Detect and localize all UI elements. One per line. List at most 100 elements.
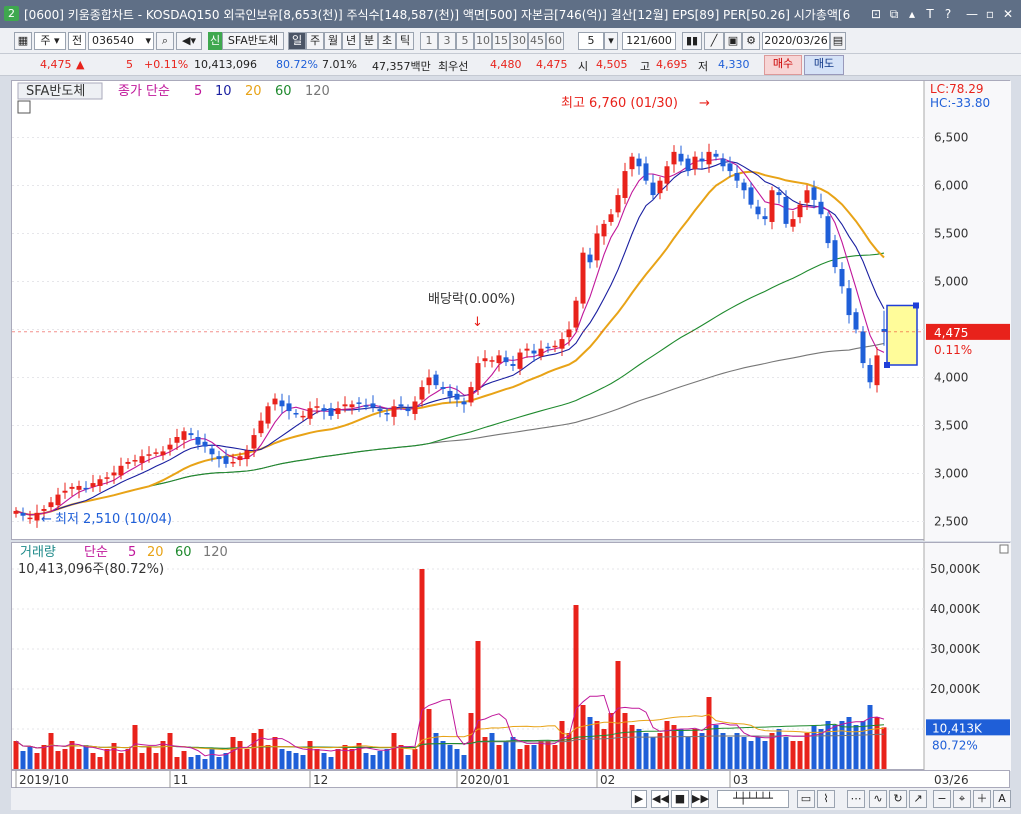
volume-bar[interactable] — [356, 743, 362, 769]
volume-bar[interactable] — [335, 749, 341, 769]
volume-bar[interactable] — [167, 733, 173, 769]
candle[interactable] — [279, 393, 285, 414]
volume-bar[interactable] — [475, 641, 481, 769]
candle[interactable] — [300, 410, 306, 421]
volume-bar[interactable] — [349, 749, 355, 769]
volume-bar[interactable] — [496, 745, 502, 769]
volume-bar[interactable] — [188, 757, 194, 769]
price-chart[interactable]: 2,5003,0003,5004,0004,5005,0005,5006,000… — [12, 81, 1011, 541]
candle[interactable] — [608, 209, 614, 226]
candle[interactable] — [370, 395, 376, 413]
candle[interactable] — [265, 402, 271, 429]
minute-button-30[interactable]: 30 — [510, 32, 528, 50]
volume-chart[interactable]: 10,000K20,000K30,000K40,000K50,000K거래량단순… — [12, 543, 1011, 771]
volume-bar[interactable] — [881, 727, 887, 769]
volume-bar[interactable] — [202, 759, 208, 769]
candle[interactable] — [594, 225, 600, 268]
candle[interactable] — [27, 510, 33, 524]
candle[interactable] — [839, 262, 845, 294]
volume-bar[interactable] — [720, 733, 726, 769]
candle[interactable] — [811, 180, 817, 209]
settings-icon[interactable]: ⚙ — [742, 32, 760, 50]
volume-bar[interactable] — [132, 725, 138, 769]
volume-bar[interactable] — [503, 741, 509, 769]
volume-bar[interactable] — [685, 737, 691, 769]
candle[interactable] — [118, 457, 124, 480]
volume-bar[interactable] — [384, 749, 390, 769]
candle[interactable] — [97, 475, 103, 493]
candle[interactable] — [55, 487, 61, 511]
volume-bar[interactable] — [34, 753, 40, 769]
volume-bar[interactable] — [405, 755, 411, 769]
candle[interactable] — [426, 369, 432, 394]
candle[interactable] — [524, 343, 530, 358]
candle[interactable] — [328, 402, 334, 420]
candle[interactable] — [349, 400, 355, 415]
candle[interactable] — [881, 310, 887, 346]
chart-type-icon[interactable]: ▭ — [797, 790, 815, 808]
candle[interactable] — [216, 450, 222, 468]
candle[interactable] — [286, 395, 292, 420]
volume-bar[interactable] — [524, 745, 530, 769]
draw-tool-icon[interactable]: ╱ — [704, 32, 724, 50]
candle[interactable] — [503, 350, 509, 366]
volume-bar[interactable] — [398, 745, 404, 769]
pane-maximize-icon[interactable] — [999, 544, 1009, 554]
candle[interactable] — [517, 348, 523, 375]
indicator-icon[interactable]: ⌇ — [817, 790, 835, 808]
volume-bar[interactable] — [734, 733, 740, 769]
candle[interactable] — [713, 149, 719, 161]
arrow-icon[interactable]: ↗ — [909, 790, 927, 808]
volume-bar[interactable] — [510, 737, 516, 769]
zoom-in-icon[interactable]: ＋ — [973, 790, 991, 808]
volume-bar[interactable] — [454, 749, 460, 769]
volume-bar[interactable] — [62, 749, 68, 769]
volume-bar[interactable] — [97, 757, 103, 769]
volume-bar[interactable] — [244, 749, 250, 769]
candle[interactable] — [664, 161, 670, 191]
count-select[interactable]: 5 — [578, 32, 604, 50]
candle[interactable] — [755, 199, 761, 220]
volume-bar[interactable] — [153, 753, 159, 769]
volume-bar[interactable] — [692, 729, 698, 769]
candle[interactable] — [489, 356, 495, 368]
candle[interactable] — [496, 350, 502, 372]
candle[interactable] — [188, 427, 194, 439]
candle[interactable] — [412, 396, 418, 421]
period-button-3[interactable]: 년 — [342, 32, 360, 50]
volume-bar[interactable] — [286, 751, 292, 769]
volume-bar[interactable] — [552, 745, 558, 769]
volume-bar[interactable] — [265, 745, 271, 769]
volume-bar[interactable] — [559, 721, 565, 769]
volume-bar[interactable] — [20, 751, 26, 769]
volume-bar[interactable] — [146, 747, 152, 769]
candle[interactable] — [160, 446, 166, 461]
candle[interactable] — [867, 358, 873, 389]
volume-bar[interactable] — [601, 729, 607, 769]
candle[interactable] — [482, 350, 488, 368]
candle[interactable] — [846, 280, 852, 324]
volume-bar[interactable] — [594, 721, 600, 769]
trend-icon[interactable]: ∿ — [869, 790, 887, 808]
candle[interactable] — [531, 343, 537, 362]
font-size-icon[interactable]: A — [993, 790, 1011, 808]
candle[interactable] — [860, 326, 866, 369]
volume-bar[interactable] — [622, 713, 628, 769]
volume-bar[interactable] — [489, 733, 495, 769]
volume-bar[interactable] — [482, 737, 488, 769]
minimize-button[interactable]: — — [966, 7, 978, 21]
volume-bar[interactable] — [517, 749, 523, 769]
candle[interactable] — [629, 152, 635, 177]
period-button-4[interactable]: 분 — [360, 32, 378, 50]
candle[interactable] — [601, 220, 607, 245]
volume-bar[interactable] — [741, 737, 747, 769]
restore-button[interactable]: ▫ — [985, 7, 995, 21]
candle[interactable] — [685, 154, 691, 177]
volume-bar[interactable] — [307, 741, 313, 769]
candle[interactable] — [153, 448, 159, 457]
candle[interactable] — [174, 428, 180, 451]
volume-bar[interactable] — [76, 749, 82, 769]
volume-bar[interactable] — [195, 755, 201, 769]
price-chart-pane[interactable]: 2,5003,0003,5004,0004,5005,0005,5006,000… — [11, 80, 1011, 541]
volume-bar[interactable] — [678, 729, 684, 769]
